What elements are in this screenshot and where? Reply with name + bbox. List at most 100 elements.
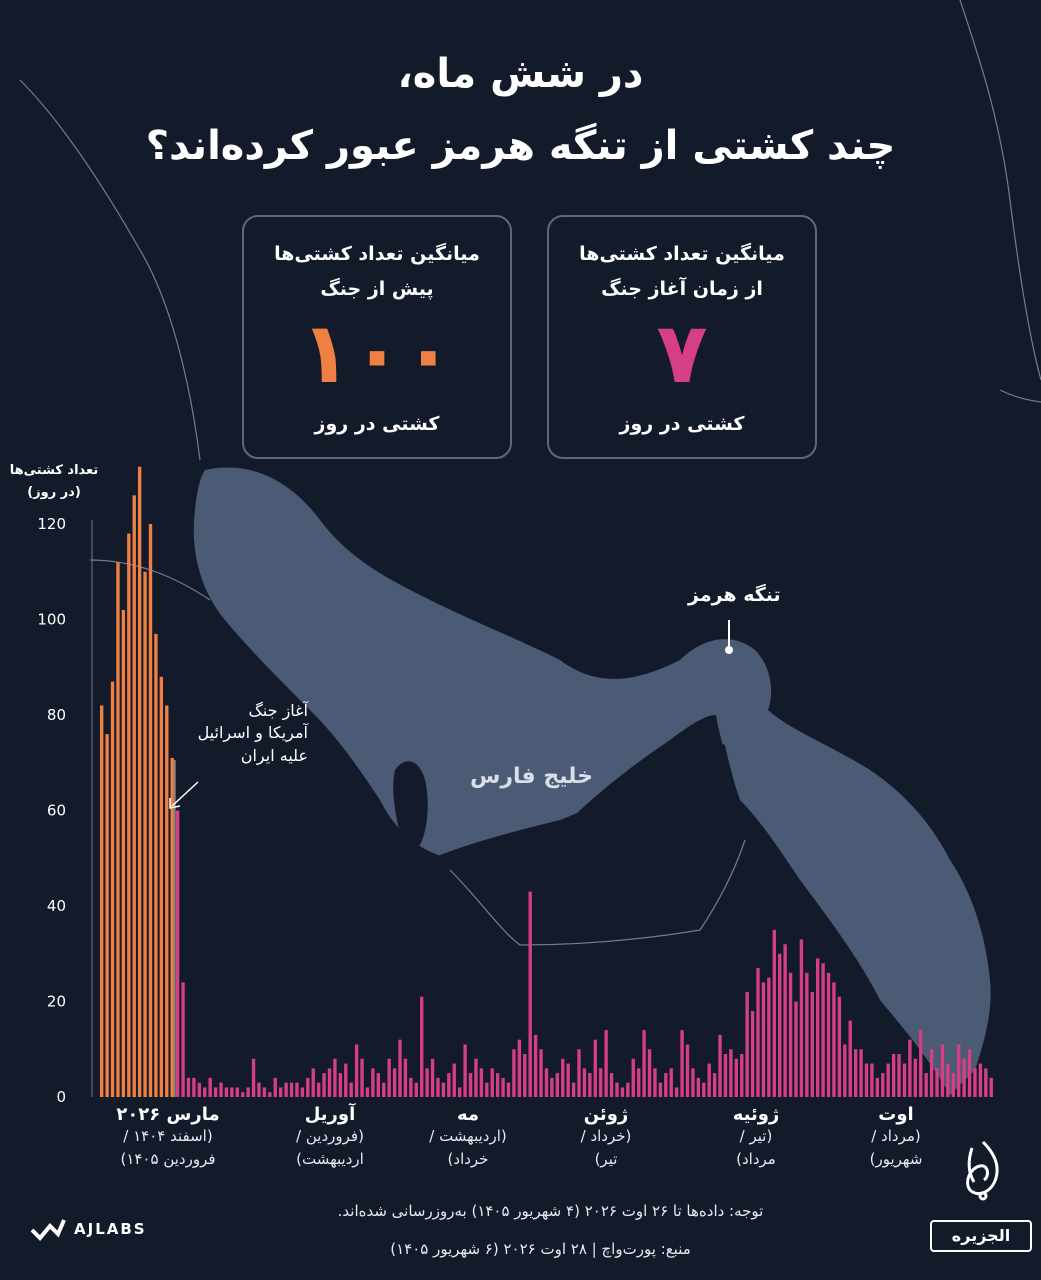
annotation-arrowhead <box>169 798 181 809</box>
month-sub2: تیر) <box>594 1149 618 1168</box>
gulf-label: خلیج فارس <box>470 764 594 789</box>
postwar-bar <box>582 1068 587 1097</box>
postwar-bar <box>609 1073 614 1098</box>
postwar-bar <box>577 1049 581 1097</box>
prewar-bar <box>100 705 104 1097</box>
postwar-bar <box>946 1063 950 1097</box>
postwar-bar <box>539 1049 543 1097</box>
postwar-bar <box>382 1082 386 1097</box>
postwar-bar <box>295 1082 299 1097</box>
y-tick-label: 100 <box>37 611 66 629</box>
postwar-bar <box>816 958 820 1097</box>
postwar-bar <box>962 1058 966 1097</box>
postwar-bar <box>626 1082 630 1097</box>
month-label: اوت (مرداد / شهریور) <box>821 1104 971 1170</box>
y-axis-label-line2: (در روز) <box>27 485 81 501</box>
prewar-bar <box>121 609 126 1097</box>
ajlabs-icon <box>30 1219 66 1241</box>
y-tick-label: 40 <box>47 897 66 915</box>
month-sub2: مرداد) <box>736 1149 776 1168</box>
postwar-bar <box>919 1030 923 1097</box>
postwar-bar <box>599 1068 603 1097</box>
border-line <box>449 839 746 946</box>
prewar-bar <box>110 681 115 1097</box>
postwar-unit: کشتی در روز <box>619 413 745 436</box>
postwar-bar <box>257 1082 261 1097</box>
ajlabs-logo: AJLABS <box>30 1216 147 1242</box>
postwar-bar <box>783 944 787 1097</box>
month-name: آوریل <box>304 1104 356 1125</box>
postwar-bar <box>631 1058 635 1097</box>
month-label: مه (اردیبهشت / خرداد) <box>393 1104 543 1170</box>
postwar-bar <box>376 1073 380 1098</box>
postwar-bar <box>447 1073 451 1098</box>
prewar-bar <box>105 734 109 1097</box>
prewar-bar <box>148 524 153 1097</box>
postwar-bar <box>891 1054 896 1097</box>
postwar-bar <box>289 1082 294 1097</box>
month-name: مه <box>456 1104 480 1125</box>
postwar-bar <box>978 1063 983 1097</box>
prewar-bar <box>170 757 174 1097</box>
prewar-bar <box>165 705 169 1097</box>
month-sub1: (خرداد / <box>580 1127 632 1145</box>
postwar-bar <box>864 1063 869 1097</box>
postwar-bar <box>235 1087 239 1097</box>
postwar-bar <box>750 1011 755 1097</box>
postwar-bar <box>349 1082 353 1097</box>
postwar-bar <box>837 996 842 1097</box>
postwar-bar <box>528 891 532 1097</box>
postwar-bar <box>474 1058 478 1097</box>
aljazeera-brand: الجزیره <box>930 1220 1032 1252</box>
postwar-bar <box>810 991 814 1097</box>
border-line <box>89 559 211 601</box>
postwar-bar <box>300 1087 305 1097</box>
postwar-bar <box>203 1087 207 1097</box>
postwar-bar <box>853 1049 858 1097</box>
source-line: منبع: پورت‌واچ | ۲۸ اوت ۲۰۲۶ (۶ شهریور ۱… <box>390 1240 691 1258</box>
postwar-bar <box>778 953 782 1097</box>
postwar-bar <box>224 1087 229 1097</box>
postwar-bar <box>333 1058 337 1097</box>
month-name: اوت <box>878 1104 914 1125</box>
postwar-bar <box>251 1058 256 1097</box>
postwar-bar <box>501 1077 505 1097</box>
postwar-bar <box>360 1058 364 1097</box>
y-tick-label: 80 <box>47 706 66 724</box>
postwar-bar <box>550 1077 554 1097</box>
postwar-bar <box>902 1063 907 1097</box>
prewar-bar <box>116 562 120 1097</box>
y-tick-label: 0 <box>56 1088 66 1106</box>
postwar-bar <box>197 1082 201 1097</box>
postwar-bar <box>826 972 831 1097</box>
postwar-bar <box>571 1082 576 1097</box>
postwar-bar <box>517 1039 522 1097</box>
postwar-bar <box>593 1039 597 1097</box>
postwar-bar <box>555 1073 559 1098</box>
postwar-bar <box>756 968 760 1097</box>
postwar-bar <box>279 1087 283 1097</box>
postwar-bar <box>929 1049 934 1097</box>
postwar-bar <box>533 1034 538 1097</box>
month-sub2: شهریور) <box>869 1149 923 1168</box>
postwar-bar <box>908 1039 912 1097</box>
postwar-bar <box>561 1058 565 1097</box>
month-sub2: اردیبهشت) <box>296 1149 364 1168</box>
postwar-bar <box>794 1001 798 1097</box>
postwar-bar <box>723 1054 728 1097</box>
uae-coast <box>440 743 745 950</box>
postwar-bar <box>523 1054 527 1097</box>
postwar-bar <box>392 1068 397 1097</box>
month-sub2: خرداد) <box>447 1149 489 1168</box>
postwar-bar <box>805 972 809 1097</box>
border-line <box>19 79 201 461</box>
postwar-bar <box>452 1063 456 1097</box>
border-line <box>959 0 1041 381</box>
qatar-peninsula <box>393 761 428 847</box>
prewar-bar <box>137 466 142 1097</box>
postwar-bar <box>344 1063 348 1097</box>
month-sub1: (تیر / <box>739 1127 773 1145</box>
postwar-bar <box>685 1044 690 1097</box>
month-label: ژوئن (خرداد / تیر) <box>531 1104 681 1170</box>
